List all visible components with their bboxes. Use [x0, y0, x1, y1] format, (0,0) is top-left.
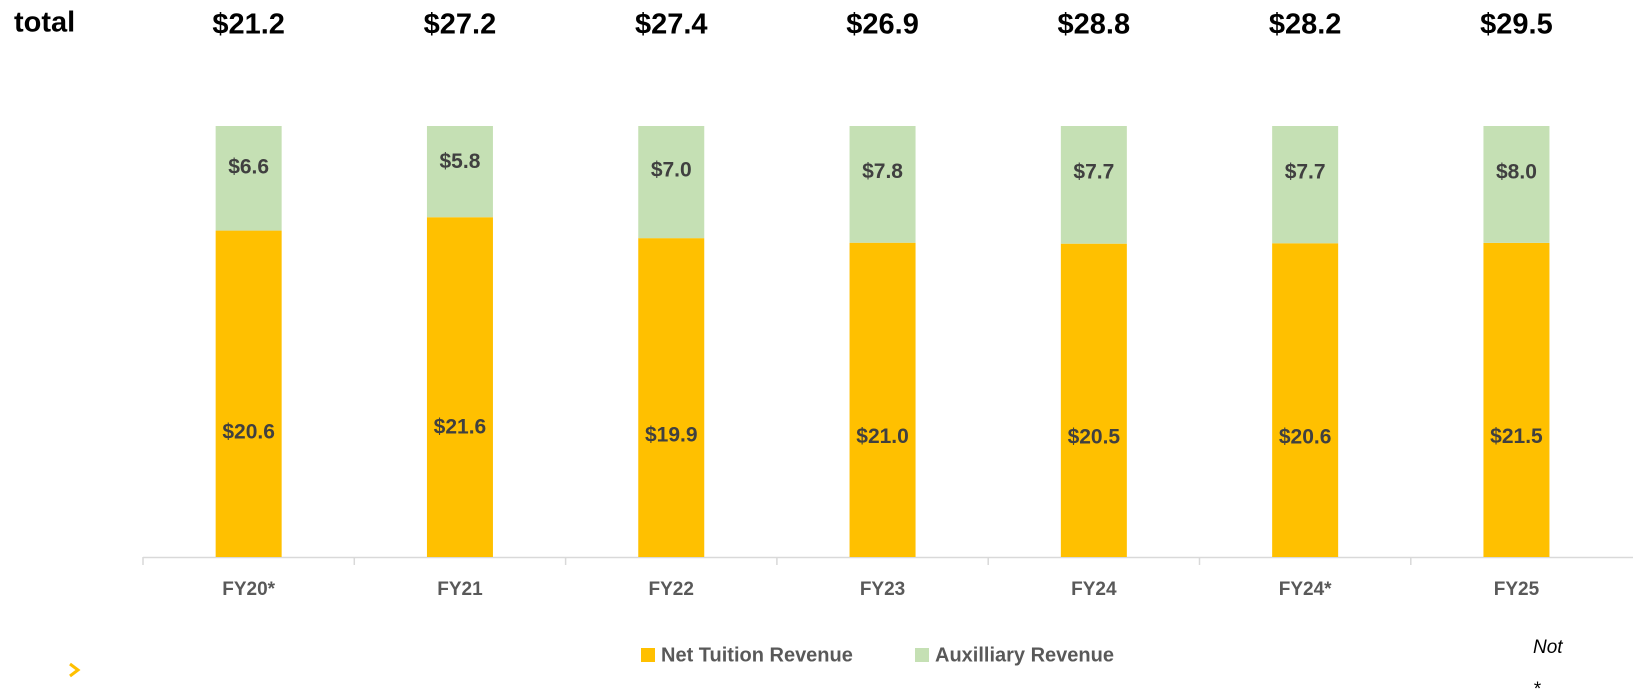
bar-segment: [1483, 242, 1550, 558]
note: Not: [1533, 637, 1563, 658]
x-tick-label: FY25: [1494, 579, 1540, 600]
total-value: $29.5: [1480, 9, 1553, 41]
data-label: $5.8: [440, 150, 481, 173]
data-label: $21.6: [434, 415, 487, 438]
total-value: $21.2: [212, 9, 285, 41]
bar-segment: [215, 230, 282, 558]
bar-segment: [1060, 126, 1127, 244]
x-tick-label: FY24*: [1279, 579, 1332, 600]
data-label: $20.6: [222, 421, 275, 444]
x-tick-label: FY21: [437, 579, 483, 600]
legend-swatch: [641, 648, 655, 662]
data-label: $20.5: [1068, 425, 1121, 448]
bar-segment: [215, 126, 282, 231]
data-label: $20.6: [1279, 425, 1332, 448]
bar-segment: [849, 242, 916, 557]
bar-segment: [1272, 243, 1339, 557]
bar-segment: [1272, 126, 1339, 244]
decor-arrow: [69, 662, 81, 678]
x-tick-label: FY24: [1071, 579, 1117, 600]
total-value: $27.4: [635, 9, 708, 41]
total-value: $26.9: [846, 9, 919, 41]
total-value: $28.2: [1269, 9, 1342, 41]
legend-swatch: [915, 648, 929, 662]
data-label: $7.7: [1285, 160, 1326, 183]
bar-segment: [638, 238, 705, 557]
bar-segment: [638, 126, 705, 239]
bar-segment: [1483, 126, 1550, 243]
bar-segment: [849, 126, 916, 243]
legend-label: Auxilliary Revenue: [935, 644, 1114, 666]
total-value: $27.2: [424, 9, 497, 41]
x-tick-label: FY20*: [222, 579, 275, 600]
data-label: $7.7: [1073, 161, 1114, 184]
data-label: $8.0: [1496, 160, 1537, 183]
data-label: $21.5: [1490, 425, 1543, 448]
bar-segment: [426, 217, 493, 557]
legend-label: Net Tuition Revenue: [661, 644, 853, 666]
bar-segment: [426, 126, 493, 218]
x-tick-label: FY23: [860, 579, 905, 600]
data-label: $21.0: [856, 425, 909, 448]
x-tick-label: FY22: [649, 579, 694, 600]
data-label: $7.8: [862, 160, 903, 183]
note: *: [1533, 679, 1541, 696]
data-label: $6.6: [228, 155, 269, 178]
data-label: $19.9: [645, 423, 698, 446]
total-label: total: [14, 7, 75, 39]
total-value: $28.8: [1058, 9, 1131, 41]
data-label: $7.0: [651, 158, 692, 181]
bar-segment: [1060, 243, 1127, 558]
